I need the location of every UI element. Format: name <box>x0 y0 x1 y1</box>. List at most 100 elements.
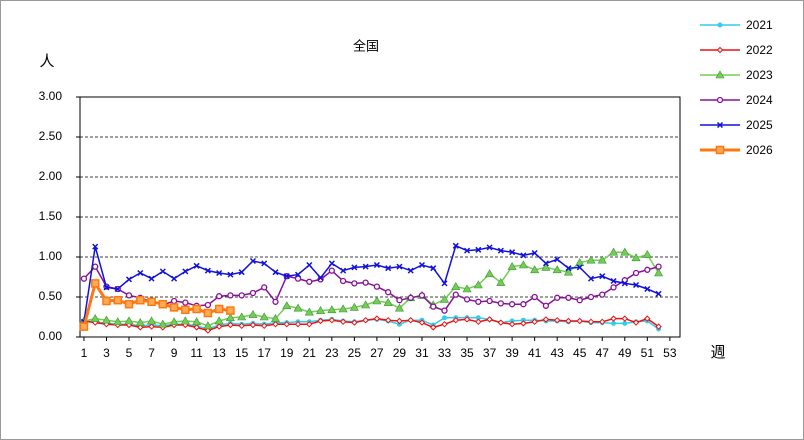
marker <box>565 265 572 272</box>
marker <box>261 322 268 330</box>
marker <box>169 317 179 326</box>
marker <box>384 316 392 324</box>
marker <box>631 253 641 262</box>
marker <box>439 294 450 303</box>
marker <box>182 268 189 275</box>
marker <box>182 299 189 306</box>
marker <box>214 304 224 314</box>
series-line <box>83 317 660 332</box>
marker <box>90 279 100 288</box>
marker <box>362 316 369 324</box>
x-axis-label: 週 <box>710 344 725 361</box>
marker <box>609 247 619 256</box>
marker <box>520 301 527 308</box>
marker <box>576 317 583 325</box>
marker <box>227 271 234 278</box>
marker <box>169 303 179 312</box>
marker <box>328 260 335 267</box>
marker <box>137 324 144 331</box>
marker <box>92 243 99 250</box>
marker <box>351 264 358 271</box>
y-tick-label: 2.50 <box>39 129 63 143</box>
marker <box>396 297 403 304</box>
marker <box>361 300 371 309</box>
marker <box>383 297 393 306</box>
y-axis-label: 人 <box>39 53 54 70</box>
x-tick-label: 23 <box>325 346 339 360</box>
marker <box>542 302 550 309</box>
marker <box>147 297 156 307</box>
marker <box>170 297 178 305</box>
marker <box>216 293 223 300</box>
marker <box>473 280 483 289</box>
marker <box>632 269 640 277</box>
x-tick-label: 33 <box>438 346 452 360</box>
marker <box>451 281 461 290</box>
x-tick-label: 13 <box>212 346 226 360</box>
marker <box>385 265 392 272</box>
x-tick-label: 25 <box>348 346 362 360</box>
marker <box>181 305 190 315</box>
marker <box>340 267 347 274</box>
marker <box>203 321 213 330</box>
marker <box>215 323 223 330</box>
marker <box>101 315 111 324</box>
marker <box>621 315 628 322</box>
marker <box>372 296 382 305</box>
marker <box>441 307 448 314</box>
marker <box>193 324 200 331</box>
series-line <box>83 244 659 322</box>
marker <box>283 320 290 328</box>
marker <box>148 323 155 330</box>
legend-marker <box>716 46 724 54</box>
marker <box>180 316 190 325</box>
marker <box>259 312 269 321</box>
legend-label: 2021 <box>746 18 773 32</box>
marker <box>238 322 245 330</box>
marker <box>373 315 381 322</box>
y-tick-label: 1.50 <box>39 209 63 223</box>
marker <box>507 261 517 270</box>
marker <box>158 299 168 309</box>
marker <box>193 262 200 269</box>
marker <box>520 252 527 259</box>
marker <box>452 242 459 249</box>
marker <box>282 301 292 310</box>
marker <box>611 320 617 326</box>
marker <box>135 317 145 326</box>
marker <box>452 291 459 298</box>
marker <box>418 292 426 299</box>
x-tick-label: 9 <box>171 346 178 360</box>
marker <box>158 319 168 328</box>
x-tick-label: 11 <box>190 346 203 360</box>
marker <box>385 289 392 296</box>
marker <box>204 327 212 334</box>
marker <box>306 320 313 328</box>
marker <box>463 296 471 303</box>
marker <box>610 277 617 285</box>
legend-marker <box>715 70 725 79</box>
marker <box>79 322 89 331</box>
marker <box>270 313 281 322</box>
marker <box>216 269 223 277</box>
marker <box>148 275 155 282</box>
marker <box>192 304 201 314</box>
marker <box>586 255 596 264</box>
series-line <box>83 251 660 327</box>
marker <box>497 300 504 307</box>
marker <box>125 292 133 299</box>
marker <box>294 320 302 328</box>
marker <box>464 247 471 254</box>
marker <box>261 284 268 291</box>
marker <box>102 296 111 306</box>
legend-marker <box>717 22 723 28</box>
marker <box>418 319 426 326</box>
marker <box>633 281 640 289</box>
marker <box>542 316 550 323</box>
marker <box>655 263 662 270</box>
marker <box>576 264 583 271</box>
marker <box>496 277 506 286</box>
marker <box>486 297 493 305</box>
